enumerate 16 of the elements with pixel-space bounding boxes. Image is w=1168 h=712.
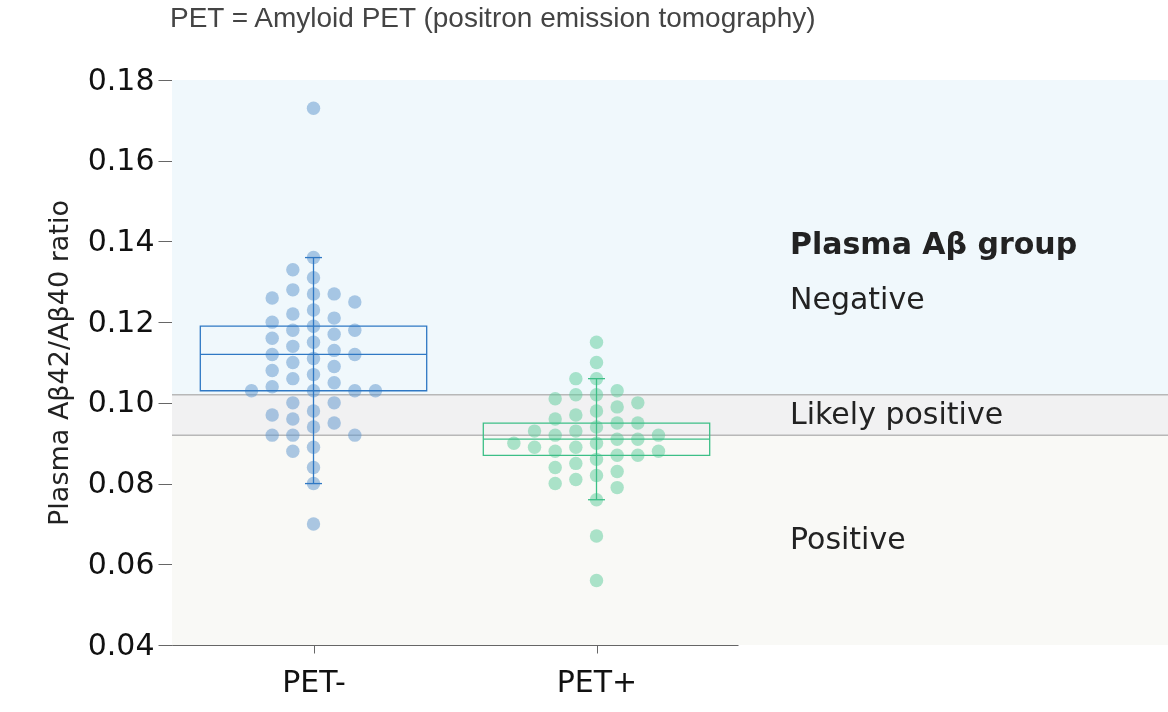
chart-title: PET = Amyloid PET (positron emission tomography) <box>170 2 816 33</box>
y-tick-label: 0.14 <box>87 222 155 258</box>
y-axis-title: Plasma Aβ42/Aβ40 ratio <box>42 200 74 526</box>
y-tick-label: 0.04 <box>87 626 155 662</box>
y-tick-label: 0.08 <box>87 465 155 501</box>
y-tick-label: 0.16 <box>87 142 155 178</box>
y-tick-label: 0.10 <box>87 384 155 420</box>
y-tick-label: 0.12 <box>87 303 155 339</box>
text: Plasma Aβ group <box>790 226 1078 262</box>
x-tick-label: PET- <box>282 663 346 699</box>
x-tick-label: PET+ <box>556 663 638 699</box>
band-label: Negative <box>790 281 925 317</box>
band-label: Positive <box>790 521 906 557</box>
y-tick-label: 0.18 <box>87 61 155 97</box>
band-label: Likely positive <box>790 395 1004 431</box>
y-tick-label: 0.06 <box>87 545 155 581</box>
